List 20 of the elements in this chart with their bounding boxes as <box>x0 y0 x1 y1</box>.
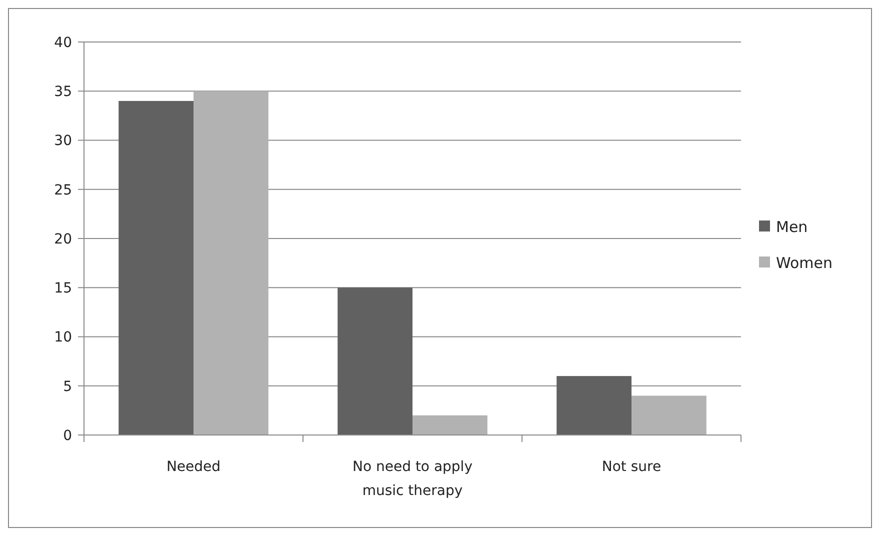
x-tick-label: No need to apply music therapy <box>352 459 472 499</box>
x-tick-label: Not sure <box>602 459 662 475</box>
legend-label: Women <box>776 254 832 272</box>
y-tick-label: 25 <box>54 182 72 198</box>
bar <box>556 376 632 435</box>
y-tick-label: 20 <box>54 231 72 248</box>
y-tick-label: 0 <box>63 428 72 444</box>
y-tick-label: 15 <box>54 280 72 297</box>
y-tick-label: 5 <box>63 378 72 395</box>
bar <box>118 100 194 435</box>
bar <box>194 91 268 435</box>
y-tick-label: 10 <box>54 330 72 346</box>
legend-label: Men <box>776 218 808 236</box>
y-tick-label: 30 <box>54 133 72 150</box>
bar <box>338 288 412 435</box>
y-tick-label: 35 <box>54 84 72 100</box>
bar <box>412 415 488 435</box>
bar <box>632 396 706 435</box>
x-tick-label: Needed <box>166 459 221 475</box>
y-tick-label: 40 <box>54 34 72 51</box>
